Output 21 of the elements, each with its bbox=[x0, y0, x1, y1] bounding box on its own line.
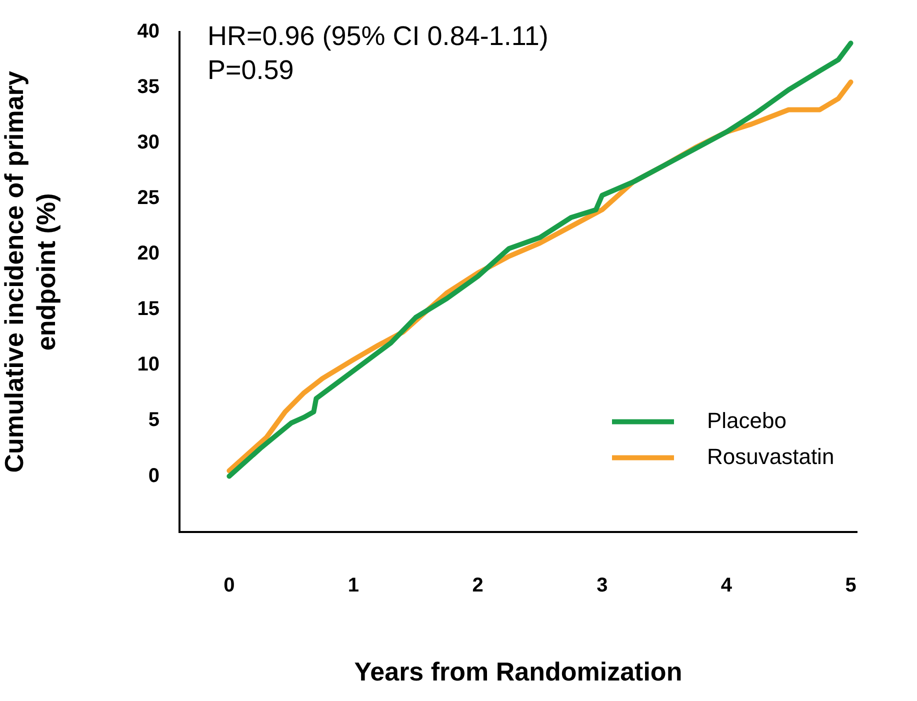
y-tick-label: 35 bbox=[137, 76, 160, 98]
x-tick-label: 3 bbox=[596, 574, 608, 596]
annotation: HR=0.96 (95% CI 0.84-1.11) bbox=[207, 20, 548, 51]
x-tick-label: 0 bbox=[224, 574, 235, 596]
annotation: P=0.59 bbox=[207, 54, 294, 85]
y-tick-label: 20 bbox=[137, 242, 160, 265]
y-axis-title: Cumulative incidence of primary endpoint (%) bbox=[0, 70, 62, 473]
y-tick-label: 40 bbox=[137, 20, 160, 43]
x-tick-label: 5 bbox=[845, 574, 856, 596]
x-tick-label: 2 bbox=[472, 574, 484, 596]
y-tick-label: 5 bbox=[148, 409, 160, 432]
x-tick-label: 4 bbox=[720, 574, 733, 596]
legend-label: Placebo bbox=[707, 408, 787, 433]
y-tick-label: 0 bbox=[148, 464, 160, 487]
y-tick-label: 25 bbox=[137, 187, 160, 210]
y-tick-label: 30 bbox=[137, 132, 160, 154]
legend-label: Rosuvastatin bbox=[707, 444, 834, 469]
x-axis-title: Years from Randomization bbox=[354, 656, 682, 687]
y-tick-label: 10 bbox=[137, 354, 160, 376]
y-tick-label: 15 bbox=[137, 298, 160, 320]
x-tick-label: 1 bbox=[348, 574, 360, 596]
